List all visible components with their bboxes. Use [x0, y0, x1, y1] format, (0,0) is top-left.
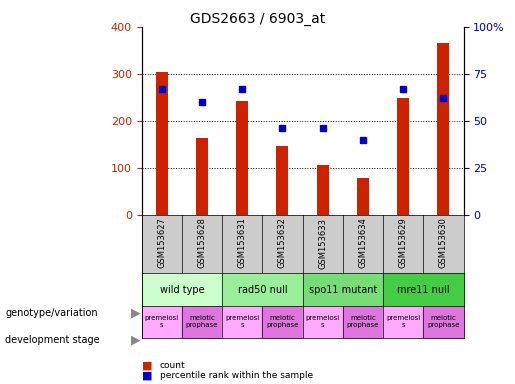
Text: meiotic
prophase: meiotic prophase [266, 315, 299, 328]
Text: GSM153627: GSM153627 [157, 218, 166, 268]
Text: development stage: development stage [5, 335, 100, 345]
Text: GSM153634: GSM153634 [358, 218, 367, 268]
Text: meiotic
prophase: meiotic prophase [427, 315, 459, 328]
Text: percentile rank within the sample: percentile rank within the sample [160, 371, 313, 380]
Text: mre11 null: mre11 null [397, 285, 450, 295]
Text: premeiosi
s: premeiosi s [386, 315, 420, 328]
Bar [397, 98, 409, 215]
Text: premeiosi
s: premeiosi s [305, 315, 340, 328]
Text: meiotic
prophase: meiotic prophase [186, 315, 218, 328]
Text: GSM153633: GSM153633 [318, 218, 327, 269]
Bar [156, 73, 168, 215]
Text: premeiosi
s: premeiosi s [225, 315, 260, 328]
Text: genotype/variation: genotype/variation [5, 308, 98, 318]
Text: wild type: wild type [160, 285, 204, 295]
Bar [277, 146, 288, 215]
Text: ▶: ▶ [131, 333, 141, 346]
Bar [236, 101, 248, 215]
Text: GDS2663 / 6903_at: GDS2663 / 6903_at [190, 12, 325, 25]
Text: GSM153630: GSM153630 [439, 218, 448, 268]
Text: ■: ■ [142, 361, 152, 371]
Text: count: count [160, 361, 185, 370]
Bar [357, 177, 369, 215]
Text: GSM153631: GSM153631 [238, 218, 247, 268]
Text: premeiosi
s: premeiosi s [145, 315, 179, 328]
Text: ▶: ▶ [131, 306, 141, 319]
Bar [196, 138, 208, 215]
Text: meiotic
prophase: meiotic prophase [347, 315, 379, 328]
Text: GSM153629: GSM153629 [399, 218, 408, 268]
Bar [437, 43, 450, 215]
Text: GSM153632: GSM153632 [278, 218, 287, 268]
Text: rad50 null: rad50 null [237, 285, 287, 295]
Text: GSM153628: GSM153628 [197, 218, 207, 268]
Bar [317, 165, 329, 215]
Text: ■: ■ [142, 371, 152, 381]
Text: spo11 mutant: spo11 mutant [308, 285, 377, 295]
